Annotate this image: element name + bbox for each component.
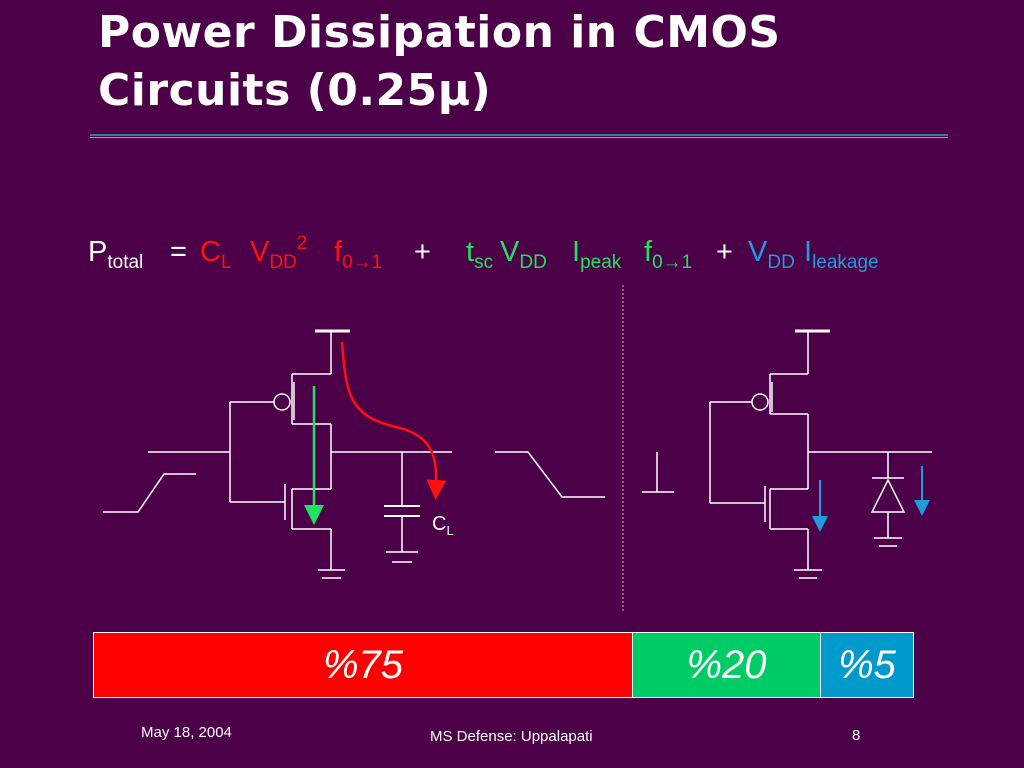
footer-title: MS Defense: Uppalapati [430, 728, 593, 745]
slide-title-line-1: Power Dissipation in CMOS [98, 7, 781, 58]
breakdown-segment-3: %5 [820, 633, 913, 697]
title-underline [90, 134, 948, 136]
load-capacitor-label: CL [432, 513, 454, 538]
input-waveform-rising [103, 473, 196, 513]
formula-p-total: Ptotal [88, 236, 144, 273]
breakdown-segment-1: %75 [94, 633, 632, 697]
formula-switching-frequency: f0→1 [334, 236, 383, 273]
power-formula: Ptotal = CL VDD2 f0→1 + tsc VDD Ipeak f0… [88, 232, 968, 280]
formula-vdd-squared: VDD2 [250, 233, 308, 273]
formula-short-circuit-time: tsc [466, 236, 494, 273]
footer-date: May 18, 2004 [141, 724, 232, 741]
title-underline-highlight [90, 137, 948, 138]
formula-plus-2: + [716, 236, 733, 268]
formula-load-capacitance: CL [200, 236, 232, 273]
slide-title-line-2: Circuits (0.25µ) [98, 65, 492, 116]
charging-current-arrow [340, 341, 447, 500]
diode-symbol [870, 478, 906, 513]
formula-vdd-short-circuit: VDD [500, 236, 547, 273]
power-breakdown-bar: %75 %20 %5 [93, 632, 914, 698]
formula-equals: = [170, 236, 187, 268]
formula-peak-current: Ipeak [572, 236, 622, 273]
input-waveform-falling [495, 451, 605, 498]
formula-plus-1: + [414, 236, 431, 268]
formula-vdd-leakage: VDD [748, 236, 795, 273]
formula-leakage-current: Ileakage [804, 236, 879, 273]
breakdown-segment-2: %20 [632, 633, 820, 697]
right-inverter [495, 329, 932, 579]
page-number: 8 [852, 727, 861, 744]
pmos-bubble-right [751, 393, 769, 411]
pmos-bubble-left [273, 393, 291, 411]
slide-title: Power Dissipation in CMOS Circuits (0.25… [98, 4, 978, 120]
formula-frequency-short-circuit: f0→1 [644, 236, 693, 273]
left-inverter [103, 329, 452, 579]
